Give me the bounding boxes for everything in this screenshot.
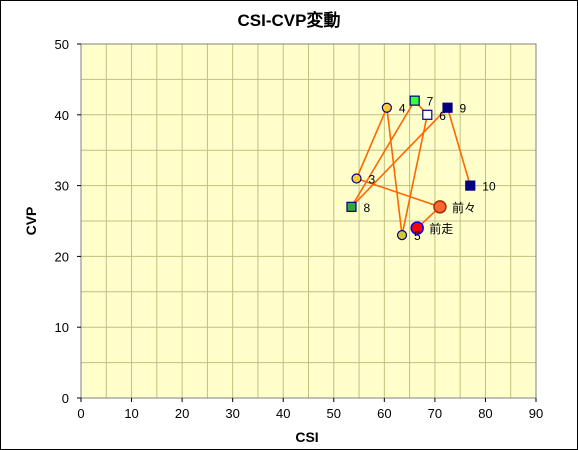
data-point-marker: [442, 102, 453, 113]
data-point-label: 前々: [452, 200, 476, 215]
y-tick-label: 0: [62, 391, 69, 406]
data-point-label: 前走: [429, 221, 453, 236]
x-tick-label: 90: [529, 406, 543, 421]
plot-area: 0 10 20 30 40 50 60 70 80 90 0 10 20 30 40 50 前走 前々 3 4 5 67 8…: [55, 37, 544, 421]
series-line: [350, 99, 472, 236]
data-point-marker: [410, 221, 424, 235]
y-tick-label: 40: [55, 108, 69, 123]
data-point-marker: [346, 201, 357, 212]
y-axis-title: CVP: [23, 207, 39, 236]
data-point-label: 6: [439, 109, 446, 123]
data-point-marker: [465, 180, 476, 191]
y-tick-label: 10: [55, 320, 69, 335]
data-point-label: 4: [399, 102, 406, 116]
x-tick-label: 20: [175, 406, 189, 421]
x-tick-label: 80: [478, 406, 492, 421]
y-tick-label: 50: [55, 37, 69, 52]
x-tick-label: 50: [327, 406, 341, 421]
data-point-label: 7: [427, 95, 434, 109]
y-tick-label: 20: [55, 249, 69, 264]
data-point-label: 5: [414, 229, 421, 243]
data-point-label: 9: [460, 102, 467, 116]
data-point-marker: [409, 95, 420, 106]
x-tick-label: 30: [225, 406, 239, 421]
x-tick-label: 40: [276, 406, 290, 421]
x-tick-label: 10: [124, 406, 138, 421]
x-axis-title: CSI: [295, 429, 318, 445]
data-point-marker: [381, 102, 392, 113]
x-tick-label: 70: [428, 406, 442, 421]
data-point-label: 8: [363, 201, 370, 215]
data-point-marker: [351, 173, 362, 184]
x-tick-label: 60: [377, 406, 391, 421]
data-point-marker: [396, 230, 408, 241]
chart-title: CSI-CVP変動: [238, 10, 341, 30]
data-point-marker: [422, 109, 433, 120]
data-point-label: 10: [482, 180, 496, 194]
plot-border: [80, 43, 537, 399]
y-tick-label: 30: [55, 179, 69, 194]
x-tick-label: 0: [77, 406, 84, 421]
data-point-label: 3: [369, 173, 376, 187]
data-point-marker: [433, 200, 447, 214]
